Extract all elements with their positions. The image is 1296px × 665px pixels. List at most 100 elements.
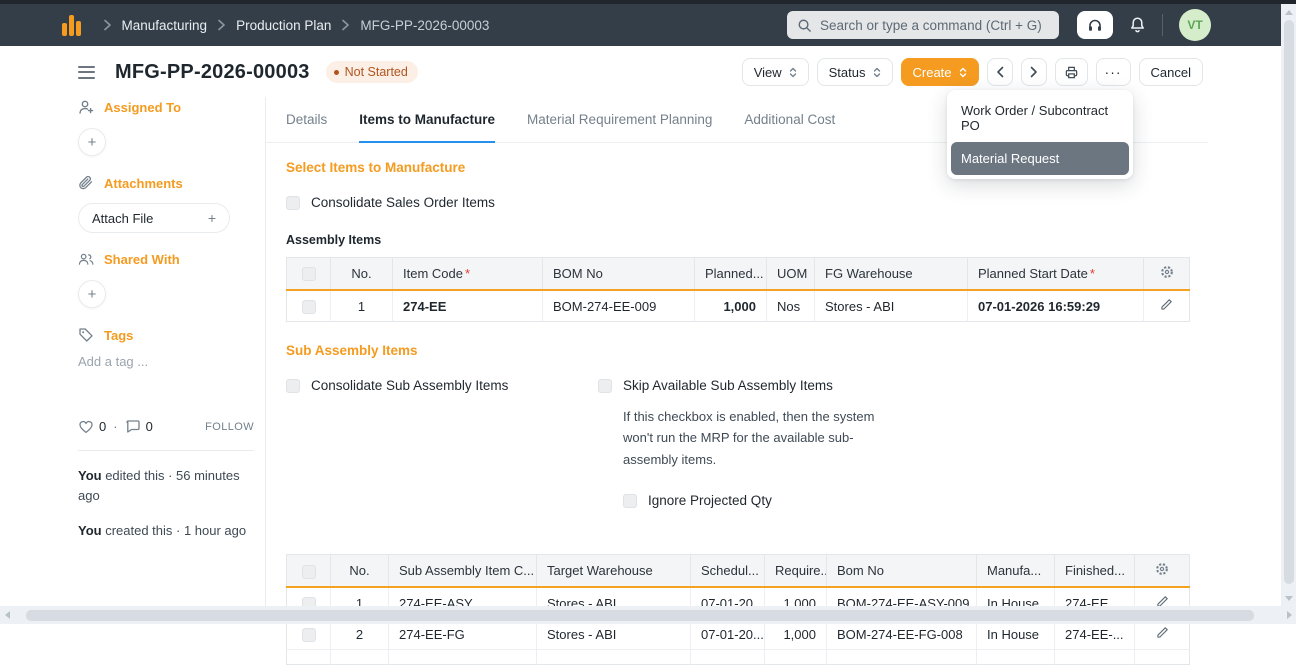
col-label: Planned Start Date bbox=[978, 266, 1088, 281]
breadcrumb-manufacturing[interactable]: Manufacturing bbox=[122, 18, 208, 33]
cell-uom[interactable]: Nos bbox=[767, 290, 815, 322]
tab-material-requirement-planning[interactable]: Material Requirement Planning bbox=[527, 97, 712, 142]
add-tag-input[interactable]: Add a tag ... bbox=[78, 354, 254, 369]
row-checkbox[interactable] bbox=[302, 628, 316, 642]
activity-edited: You edited this · 56 minutes ago bbox=[78, 466, 254, 506]
menu-item-material-request[interactable]: Material Request bbox=[951, 142, 1129, 175]
col-manufacture-type: Manufa... bbox=[977, 555, 1055, 588]
follow-button[interactable]: FOLLOW bbox=[205, 421, 254, 433]
select-chevrons-icon bbox=[789, 67, 797, 78]
view-button[interactable]: View bbox=[742, 58, 809, 86]
col-sub-assembly-item: Sub Assembly Item C... bbox=[389, 555, 537, 588]
plus-icon: + bbox=[88, 134, 97, 151]
sub-assembly-options: Consolidate Sub Assembly Items Skip Avai… bbox=[286, 358, 1190, 508]
cell-no: 1 bbox=[331, 290, 393, 322]
users-icon bbox=[78, 251, 94, 267]
activity-created: You created this · 1 hour ago bbox=[78, 521, 254, 541]
print-button[interactable] bbox=[1055, 58, 1088, 86]
breadcrumb-current-doc[interactable]: MFG-PP-2026-00003 bbox=[360, 18, 489, 33]
heart-icon[interactable] bbox=[78, 419, 94, 434]
comment-count[interactable]: 0 bbox=[146, 419, 153, 434]
sub-assembly-right-col: Skip Available Sub Assembly Items If thi… bbox=[598, 358, 905, 508]
table-row: 1 274-EE BOM-274-EE-009 1,000 Nos Stores… bbox=[287, 290, 1190, 322]
page-header: MFG-PP-2026-00003 Not Started View Statu… bbox=[78, 55, 1203, 89]
add-share-button[interactable]: + bbox=[78, 280, 106, 308]
row-checkbox[interactable] bbox=[302, 300, 316, 314]
gear-icon[interactable] bbox=[1155, 562, 1169, 576]
col-uom: UOM bbox=[767, 258, 815, 291]
horizontal-scrollbar-thumb[interactable] bbox=[26, 610, 1254, 621]
consolidate-sub-assembly-checkbox[interactable] bbox=[286, 379, 300, 393]
navbar-right: VT bbox=[787, 9, 1211, 41]
ignore-projected-checkbox[interactable] bbox=[623, 494, 637, 508]
scroll-right-arrow-icon[interactable] bbox=[1287, 611, 1292, 619]
scroll-down-arrow-icon[interactable] bbox=[1285, 596, 1293, 601]
sidebar-toggle-icon[interactable] bbox=[78, 66, 95, 79]
prev-record-button[interactable] bbox=[987, 58, 1013, 86]
help-button[interactable] bbox=[1077, 11, 1113, 39]
comment-icon[interactable] bbox=[125, 419, 141, 434]
attachments-section: Attachments bbox=[78, 175, 254, 191]
edit-pencil-icon[interactable] bbox=[1160, 298, 1173, 311]
breadcrumb-production-plan[interactable]: Production Plan bbox=[236, 18, 331, 33]
search-icon bbox=[797, 18, 812, 33]
social-row: 0 · 0 FOLLOW bbox=[78, 419, 254, 434]
cell-planned-qty[interactable]: 1,000 bbox=[695, 290, 767, 322]
assign-user-icon bbox=[78, 99, 94, 115]
activity-actor: You bbox=[78, 468, 102, 483]
status-button[interactable]: Status bbox=[817, 58, 893, 86]
scroll-up-arrow-icon[interactable] bbox=[1285, 10, 1293, 15]
cancel-button[interactable]: Cancel bbox=[1139, 58, 1203, 86]
select-all-checkbox[interactable] bbox=[302, 267, 316, 281]
horizontal-scrollbar[interactable] bbox=[0, 606, 1296, 624]
next-record-button[interactable] bbox=[1021, 58, 1047, 86]
tags-section: Tags bbox=[78, 327, 254, 343]
col-target-warehouse: Target Warehouse bbox=[537, 555, 691, 588]
consolidate-sales-order-checkbox[interactable] bbox=[286, 196, 300, 210]
assigned-to-section: Assigned To bbox=[78, 99, 254, 115]
plus-icon: + bbox=[88, 286, 97, 303]
edit-pencil-icon[interactable] bbox=[1156, 626, 1169, 639]
attach-file-button[interactable]: Attach File + bbox=[78, 203, 230, 233]
skip-available-label: Skip Available Sub Assembly Items bbox=[623, 378, 833, 393]
menu-more-button[interactable]: ··· bbox=[1096, 58, 1131, 86]
search-input[interactable] bbox=[820, 18, 1049, 33]
tab-details[interactable]: Details bbox=[286, 97, 327, 142]
user-avatar[interactable]: VT bbox=[1179, 9, 1211, 41]
cell-fg-warehouse[interactable]: Stores - ABI bbox=[815, 290, 968, 322]
assigned-to-label: Assigned To bbox=[104, 100, 181, 115]
bell-icon bbox=[1129, 16, 1146, 34]
sidebar-divider bbox=[78, 450, 254, 451]
app-logo-icon[interactable] bbox=[62, 15, 81, 36]
tab-items-to-manufacture[interactable]: Items to Manufacture bbox=[359, 97, 495, 142]
scroll-left-arrow-icon[interactable] bbox=[5, 611, 10, 619]
menu-item-work-order-subcontract-po[interactable]: Work Order / Subcontract PO bbox=[951, 94, 1129, 142]
attach-file-label: Attach File bbox=[92, 211, 153, 226]
header-actions: View Status Create ··· Cancel bbox=[742, 58, 1203, 86]
vertical-scrollbar-thumb[interactable] bbox=[1284, 20, 1294, 584]
skip-available-checkbox[interactable] bbox=[598, 379, 612, 393]
sub-assembly-heading: Sub Assembly Items bbox=[286, 343, 1190, 358]
breadcrumb: Manufacturing Production Plan MFG-PP-202… bbox=[103, 18, 490, 33]
chevron-right-icon bbox=[341, 19, 350, 31]
cell-bom-no[interactable]: BOM-274-EE-009 bbox=[543, 290, 695, 322]
gear-icon[interactable] bbox=[1160, 265, 1174, 279]
required-marker: * bbox=[1090, 266, 1095, 281]
add-assignment-button[interactable]: + bbox=[78, 128, 106, 156]
notifications-button[interactable] bbox=[1129, 16, 1146, 34]
activity-text: edited this · 56 minutes ago bbox=[78, 468, 240, 503]
headset-icon bbox=[1087, 18, 1103, 33]
vertical-scrollbar[interactable] bbox=[1281, 4, 1296, 606]
tab-content: Select Items to Manufacture Consolidate … bbox=[266, 143, 1208, 665]
global-search[interactable] bbox=[787, 11, 1059, 39]
row-edit-cell bbox=[1144, 290, 1190, 322]
tab-additional-cost[interactable]: Additional Cost bbox=[744, 97, 835, 142]
create-button[interactable]: Create bbox=[901, 58, 979, 86]
cell-item-code[interactable]: 274-EE bbox=[393, 290, 543, 322]
tags-label: Tags bbox=[104, 328, 133, 343]
like-count[interactable]: 0 bbox=[99, 419, 106, 434]
col-planned-start-date: Planned Start Date* bbox=[968, 258, 1144, 291]
shared-with-label: Shared With bbox=[104, 252, 180, 267]
select-all-checkbox[interactable] bbox=[302, 565, 316, 579]
cell-planned-start-date[interactable]: 07-01-2026 16:59:29 bbox=[968, 290, 1144, 322]
